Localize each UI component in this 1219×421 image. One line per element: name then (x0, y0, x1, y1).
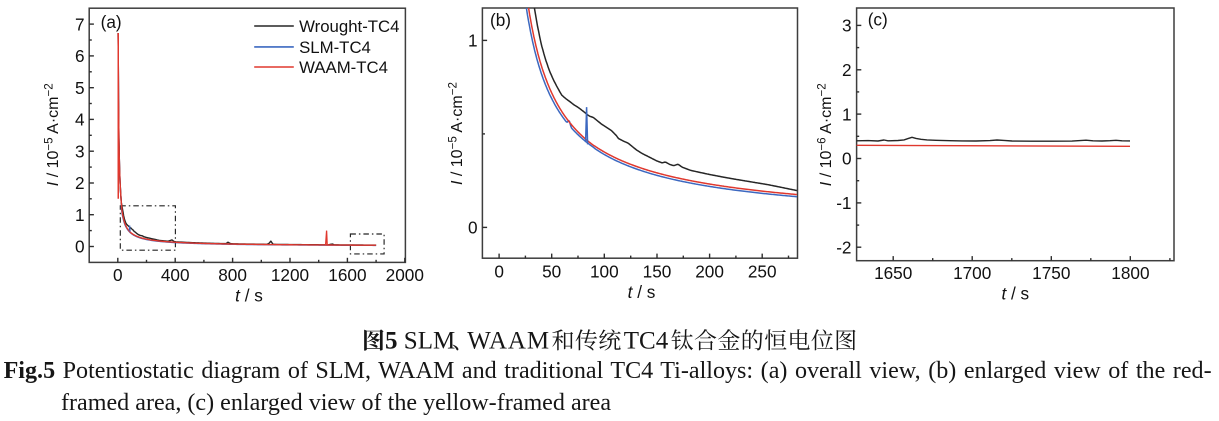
svg-text:1600: 1600 (328, 265, 366, 285)
svg-text:(b): (b) (490, 10, 511, 30)
svg-text:1200: 1200 (271, 265, 309, 285)
svg-text:4: 4 (75, 110, 85, 130)
svg-text:150: 150 (643, 261, 672, 281)
svg-text:I / 10−5 A·cm−2: I / 10−5 A·cm−2 (43, 83, 63, 186)
svg-text:200: 200 (695, 261, 724, 281)
svg-text:1: 1 (468, 31, 478, 51)
svg-text:6: 6 (75, 46, 85, 66)
svg-text:Wrought-TC4: Wrought-TC4 (299, 17, 399, 36)
svg-text:50: 50 (542, 261, 561, 281)
svg-text:SLM-TC4: SLM-TC4 (299, 38, 371, 57)
svg-text:t / s: t / s (235, 285, 263, 305)
svg-text:TC4: TC4 (624, 328, 669, 355)
svg-text:I / 10−6 A·cm−2: I / 10−6 A·cm−2 (816, 83, 836, 186)
svg-text:(c): (c) (868, 9, 888, 29)
svg-text:0: 0 (494, 261, 504, 281)
svg-text:3: 3 (842, 16, 852, 36)
svg-text:5: 5 (385, 328, 398, 355)
svg-text:0: 0 (75, 237, 85, 257)
svg-text:5: 5 (75, 78, 85, 98)
svg-text:7: 7 (75, 14, 85, 34)
svg-text:400: 400 (161, 265, 190, 285)
svg-text:I / 10−5 A·cm−2: I / 10−5 A·cm−2 (447, 82, 467, 185)
svg-text:(a): (a) (101, 12, 122, 32)
svg-text:250: 250 (748, 261, 777, 281)
svg-text:-2: -2 (836, 237, 851, 257)
svg-text:800: 800 (218, 265, 247, 285)
svg-text:1: 1 (842, 104, 852, 124)
svg-text:3: 3 (75, 141, 85, 161)
svg-text:0: 0 (113, 265, 123, 285)
svg-text:2: 2 (75, 173, 85, 193)
svg-text:100: 100 (590, 261, 619, 281)
svg-text:1800: 1800 (1111, 263, 1149, 283)
svg-text:t / s: t / s (1001, 284, 1029, 304)
svg-text:WAAM-TC4: WAAM-TC4 (299, 58, 388, 77)
svg-text:t / s: t / s (628, 282, 656, 302)
svg-text:1750: 1750 (1032, 263, 1070, 283)
svg-text:2000: 2000 (386, 265, 424, 285)
svg-text:-1: -1 (836, 193, 851, 213)
svg-text:WAAM: WAAM (467, 328, 549, 355)
svg-text:2: 2 (842, 60, 852, 80)
svg-text:1650: 1650 (874, 263, 912, 283)
svg-text:0: 0 (468, 218, 478, 238)
svg-text:0: 0 (842, 149, 852, 169)
svg-text:1700: 1700 (953, 263, 991, 283)
svg-text:SLM: SLM (404, 328, 455, 355)
svg-text:1: 1 (75, 205, 85, 225)
